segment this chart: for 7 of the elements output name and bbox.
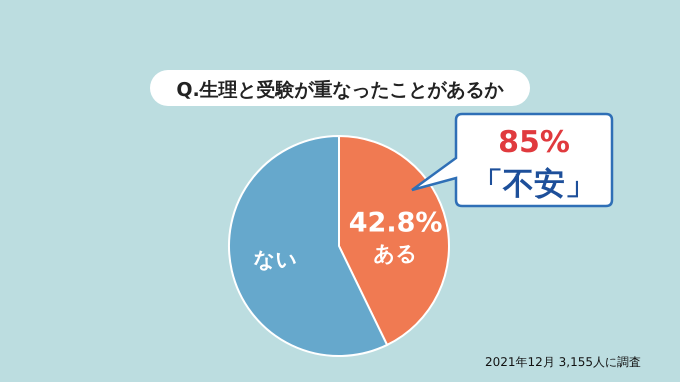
text: 2021年12月 3,155人に調査 [485, 355, 641, 369]
text: 「不安」 [472, 166, 596, 202]
slice-label: ない [253, 247, 298, 272]
slice-label: ある [374, 242, 418, 266]
chart-title: Q.生理と受験が重なったことがあるか [176, 79, 505, 101]
data-label: 42.8% [348, 208, 442, 239]
text: 85% [498, 125, 570, 160]
